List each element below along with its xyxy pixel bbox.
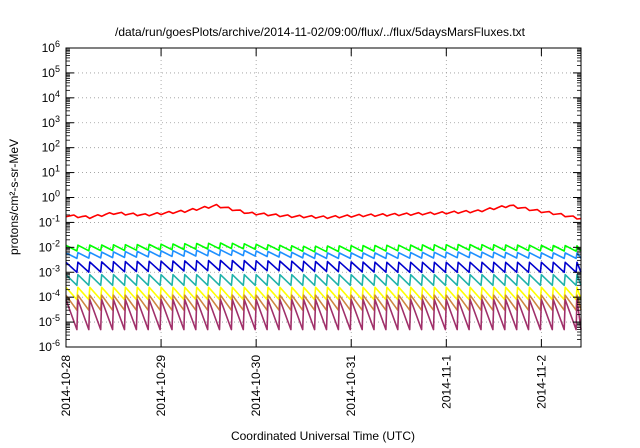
x-tick-label: 2014-10-28 bbox=[59, 355, 73, 417]
x-tick-label: 2014-11-1 bbox=[439, 355, 453, 409]
y-tick-label: 10-6 bbox=[39, 338, 60, 354]
x-tick-label: 2014-10-31 bbox=[344, 355, 358, 417]
y-axis: 10-6 10-5 10-4 10-3 10-2 10-1 100 101 102 103 104 1… bbox=[39, 39, 581, 354]
x-axis-label: Coordinated Universal Time (UTC) bbox=[231, 429, 415, 443]
series-lines bbox=[65, 203, 582, 331]
y-tick-label: 10-1 bbox=[39, 213, 60, 229]
series-line-6 bbox=[65, 286, 582, 301]
series-line-5 bbox=[65, 273, 582, 287]
y-tick-label: 103 bbox=[42, 114, 60, 130]
y-tick-label: 100 bbox=[42, 189, 60, 205]
y-tick-label: 10-5 bbox=[39, 313, 60, 329]
chart-title: /data/run/goesPlots/archive/2014-11-02/0… bbox=[115, 25, 526, 39]
y-tick-label: 104 bbox=[42, 89, 60, 105]
series-line-4 bbox=[65, 259, 582, 274]
series-line-3 bbox=[65, 249, 582, 260]
y-tick-label: 106 bbox=[42, 39, 60, 55]
series-line-2 bbox=[65, 242, 582, 253]
y-axis-label: protons/cm²-s-sr-MeV bbox=[7, 139, 21, 255]
series-line-8 bbox=[65, 298, 582, 331]
x-tick-label: 2014-10-30 bbox=[249, 355, 263, 417]
x-tick-label: 2014-10-29 bbox=[154, 355, 168, 417]
y-tick-label: 10-4 bbox=[39, 288, 60, 304]
x-tick-label: 2014-11-2 bbox=[534, 355, 548, 409]
y-tick-label: 10-3 bbox=[39, 263, 60, 279]
y-tick-label: 102 bbox=[42, 139, 60, 155]
series-line-1 bbox=[65, 203, 582, 220]
y-tick-label: 105 bbox=[42, 64, 60, 80]
x-axis: 2014-10-28 2014-10-29 2014-10-30 2014-10-31… bbox=[59, 48, 548, 416]
y-tick-label: 10-2 bbox=[39, 238, 60, 254]
y-tick-label: 101 bbox=[42, 164, 60, 180]
